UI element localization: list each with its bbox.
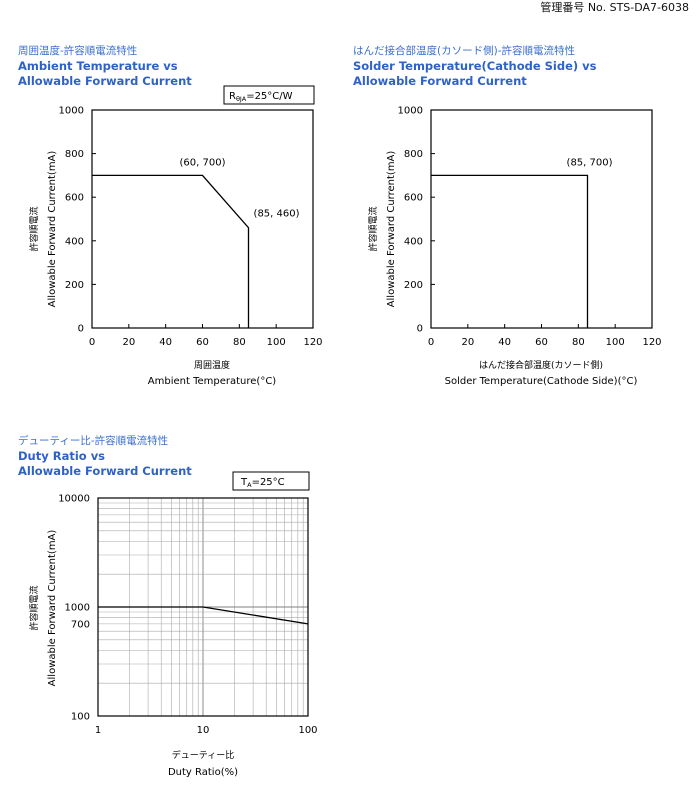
chart1-xlabel-en: Ambient Temperature(°C): [148, 376, 277, 387]
chart3-title-jp: デューティー比-許容順電流特性: [18, 435, 169, 447]
chart1-title-en-line2: Allowable Forward Current: [18, 74, 192, 88]
chart1-condition-box: [223, 85, 315, 105]
chart1-ytick-label: 400: [65, 236, 84, 247]
chart3-title-en-line2: Allowable Forward Current: [18, 464, 192, 478]
chart2-xtick-label: 120: [642, 337, 661, 348]
chart2-title-en-line2: Allowable Forward Current: [353, 74, 527, 88]
chart3-ylabel-en: Allowable Forward Current(mA): [47, 530, 58, 687]
chart2-xtick-label: 80: [572, 337, 585, 348]
chart2-ytick-label: 0: [417, 324, 423, 335]
chart3-ytick-label: 100: [71, 712, 90, 723]
chart1-ytick-label: 200: [65, 280, 84, 291]
chart1-ylabel-jp: 許容順電流: [28, 206, 40, 251]
chart2-xtick-label: 20: [461, 337, 474, 348]
chart1-xtick-label: 60: [196, 337, 209, 348]
chart2-ytick-label: 1000: [398, 106, 423, 117]
chart1-ytick-label: 0: [78, 324, 84, 335]
chart2-xlabel-en: Solder Temperature(Cathode Side)(°C): [445, 376, 638, 387]
chart3-ylabel-jp: 許容順電流: [28, 585, 40, 630]
chart1-xtick-label: 0: [89, 337, 95, 348]
chart2-xtick-label: 100: [606, 337, 625, 348]
chart2-solder-temperature: 0 20 40 60 80 100 120 0 200 400 600 800 1000 (85, 700…: [398, 106, 662, 349]
chart2-annotation: (85, 700): [567, 157, 613, 168]
chart3-condition: TA=25°C: [240, 477, 285, 489]
chart3-ytick-label: 10000: [58, 494, 90, 505]
chart3-xtick-label: 1: [95, 725, 101, 736]
chart1-xtick-label: 40: [159, 337, 172, 348]
chart3-ytick-label: 700: [71, 619, 90, 630]
chart1-xtick-label: 20: [122, 337, 135, 348]
chart1-condition: RθJA=25°C/W: [229, 91, 293, 103]
chart1-xtick-label: 80: [233, 337, 246, 348]
chart1-ytick-label: 1000: [59, 106, 84, 117]
document-id: 管理番号 No. STS-DA7-6038: [540, 1, 689, 14]
chart3-xlabel-en: Duty Ratio(%): [168, 767, 238, 778]
chart2-ylabel-jp: 許容順電流: [367, 206, 379, 251]
chart1-title-jp: 周囲温度-許容順電流特性: [18, 45, 138, 57]
chart1-ytick-label: 800: [65, 149, 84, 160]
chart1-xlabel-jp: 周囲温度: [194, 359, 230, 371]
chart3-data-line: [98, 606, 309, 625]
chart1-data-line: [92, 174, 250, 328]
chart2-title-jp: はんだ接合部温度(カソード側)-許容順電流特性: [353, 45, 575, 57]
chart3-condition-box: [232, 471, 310, 491]
chart1-ylabel-en: Allowable Forward Current(mA): [47, 151, 58, 308]
chart3-xtick-label: 10: [197, 725, 210, 736]
chart2-ytick-label: 800: [404, 149, 423, 160]
chart2-ytick-label: 600: [404, 193, 423, 204]
chart1-xtick-label: 120: [303, 337, 322, 348]
chart1-title-en-line1: Ambient Temperature vs: [18, 59, 178, 73]
chart2-ytick-label: 200: [404, 280, 423, 291]
chart2-ytick-label: 400: [404, 236, 423, 247]
chart2-ylabel-en: Allowable Forward Current(mA): [386, 151, 397, 308]
chart1-annotation: (60, 700): [180, 157, 226, 168]
chart2-xtick-label: 60: [535, 337, 548, 348]
chart2-plot-frame: [430, 109, 653, 329]
chart3-xlabel-jp: デューティー比: [172, 749, 234, 761]
chart3-ytick-label: 1000: [65, 603, 90, 614]
chart2-title-en-line1: Solder Temperature(Cathode Side) vs: [353, 59, 597, 73]
chart3-title-en-line1: Duty Ratio vs: [18, 449, 106, 463]
chart2-xlabel-jp: はんだ接合部温度(カソード側): [479, 359, 603, 371]
chart1-ytick-label: 600: [65, 193, 84, 204]
chart2-xtick-label: 0: [428, 337, 434, 348]
chart1-ambient-temperature: 0 20 40 60 80 100 120 0 200 400 600 800 1000 (60, 700…: [59, 106, 323, 349]
chart2-data-line: [431, 174, 589, 328]
chart1-xtick-label: 100: [267, 337, 286, 348]
chart3-duty-ratio: 1 10 100 100 700 1000 10000: [58, 494, 317, 737]
chart3-xtick-label: 100: [298, 725, 317, 736]
chart2-xtick-label: 40: [498, 337, 511, 348]
chart1-annotation: (85, 460): [254, 209, 300, 220]
